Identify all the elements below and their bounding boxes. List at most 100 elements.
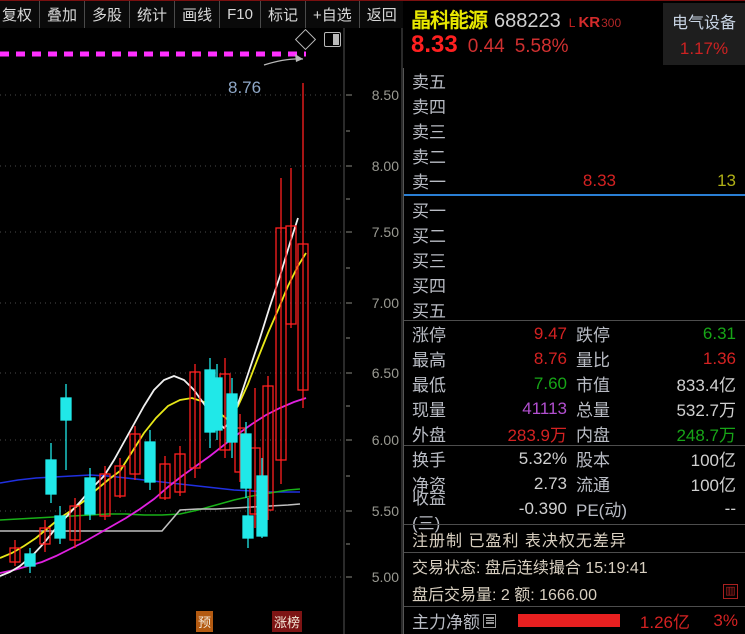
panel-toggle-icon[interactable] [324,32,341,47]
buy-order-row[interactable]: 买四 [404,272,745,297]
sector-name: 电气设备 [671,15,736,32]
kline-chart-panel[interactable]: 8.50 8.00 7.50 7.00 6.50 6.00 5.50 5.00 8.76 预 … [0,28,403,634]
stat-label: 流通 [576,476,610,495]
sell-order-row[interactable]: 卖四 [404,93,745,118]
toolbar-f10[interactable]: F10 [220,1,261,28]
stat-label: 市值 [576,376,610,395]
candles-cyan [24,358,268,573]
stat-value: 532.7万 [676,401,736,420]
buy-level-label: 买三 [412,252,446,271]
price-change: 0.44 [467,36,505,57]
post-trade-text: 盘后交易量: 2 额: 1666.00 [412,586,597,604]
sell-order-row[interactable]: 卖一 8.33 13 [404,168,745,193]
sell-level-label: 卖四 [412,98,446,117]
ma-line-magenta [0,397,307,574]
stat-value: 100亿 [690,476,736,495]
buy-order-row[interactable]: 买一 [404,197,745,222]
tag-300: 300 [601,16,622,30]
stat-row: 净资 2.73 流通 100亿 [404,471,745,496]
stat-value: -0.390 [518,498,567,518]
toolbar-diejia[interactable]: 叠加 [40,1,86,28]
price-axis-label: 6.50 [371,365,399,381]
stock-code: 688223 [494,10,561,32]
badge-forecast[interactable]: 预 [196,611,214,632]
stat-row: 现量 41113 总量 532.7万 [404,396,745,421]
main-net-amount-row: 主力净额 1.26亿 3% [404,606,745,634]
sector-badge[interactable]: 电气设备 1.17% [663,3,745,65]
orderbook-divider [404,194,745,196]
stats-table-upper: 涨停 9.47 跌停 6.31 最高 8.76 量比 1.36 最低 7.60 市值 833.4亿 现量… [404,320,745,446]
chart-bars-icon[interactable]: ▥ [723,584,738,599]
high-arrow-head [295,54,303,62]
buy-orders: 买一买二买三买四 买五 [404,197,745,322]
stat-value: 833.4亿 [676,376,736,395]
price-axis-label: 7.00 [371,295,399,311]
stat-value: 7.60 [533,373,567,393]
toolbar-biaoji[interactable]: 标记 [261,1,306,28]
buy-level-label: 买二 [412,227,446,246]
main-net-bar [518,614,620,627]
diamond-icon[interactable] [294,28,317,51]
sell-order-row[interactable]: 卖三 [404,118,745,143]
stock-notes: 注册制 已盈利 表决权无差异 [404,524,745,552]
candlesticks [9,83,309,573]
list-icon[interactable] [483,613,496,628]
quote-identity: 晶科能源 688223 L KR 300 [411,4,621,33]
chart-icon-group [294,28,341,51]
stat-row: 最低 7.60 市值 833.4亿 [404,371,745,396]
stat-row: 外盘 283.9万 内盘 248.7万 [404,421,745,446]
stats-table-lower: 换手 5.32% 股本 100亿 净资 2.73 流通 100亿 收益(三) -0.390 PE(动… [404,445,745,533]
stat-label: PE(动) [576,501,627,520]
toolbar-fuquan[interactable]: 复权 [0,1,41,28]
sector-change-pct: 1.17% [679,39,729,58]
stat-value: 6.31 [702,323,736,343]
sell-order-row[interactable]: 卖二 [404,143,745,168]
ma-line-yellow [0,252,307,559]
tag-l: L [568,16,576,30]
main-net-pct: 3% [713,610,738,630]
stat-value: -- [724,498,736,518]
toolbar-tongji[interactable]: 统计 [130,1,176,28]
buy-order-row[interactable]: 买三 [404,247,745,272]
stat-value: 248.7万 [676,426,736,445]
buy-order-row[interactable]: 买五 [404,297,745,322]
buy-order-row[interactable]: 买二 [404,222,745,247]
stock-name: 晶科能源 [411,10,488,32]
buy-level-label: 买四 [412,277,446,296]
quote-header: 晶科能源 688223 L KR 300 8.33 0.44 5.58% 电气设… [403,0,745,68]
toolbar-add-watchlist[interactable]: +自选 [306,1,360,28]
order-book: 卖五卖四卖三卖二 卖一 8.33 13 买一买二买三买四 买五 [404,68,745,322]
sell-qty: 13 [717,170,736,190]
price-axis-label: 7.50 [371,224,399,240]
sell-order-row[interactable]: 卖五 [404,68,745,93]
stat-label: 现量 [412,401,446,420]
sell-orders: 卖五卖四卖三卖二 卖一 8.33 13 [404,68,745,193]
quote-price-row: 8.33 0.44 5.58% [411,31,569,59]
stat-label: 净资 [412,476,446,495]
toolbar-duogu[interactable]: 多股 [85,1,131,28]
stat-value: 283.9万 [507,426,567,445]
sell-level-label: 卖二 [412,148,446,167]
stat-label: 外盘 [412,426,446,445]
stat-row: 涨停 9.47 跌停 6.31 [404,321,745,346]
toolbar-huaxian[interactable]: 画线 [175,1,221,28]
stat-label: 量比 [576,351,610,370]
badge-gainers-list[interactable]: 涨榜 [272,611,303,632]
stat-label: 最高 [412,351,446,370]
stat-label: 总量 [576,401,610,420]
sell-level-label: 卖五 [412,73,446,92]
main-net-value: 1.26亿 [639,613,690,632]
price-axis-label: 6.00 [371,432,399,448]
stat-label: 跌停 [576,326,610,345]
sell-level-label: 卖三 [412,123,446,142]
current-price: 8.33 [411,31,458,58]
high-price-label: 8.76 [228,78,262,97]
price-axis: 8.50 8.00 7.50 7.00 6.50 6.00 5.50 5.00 [360,28,403,634]
sell-level-label: 卖一 [412,173,446,192]
toolbar-back[interactable]: 返回 [360,1,405,28]
stat-label: 涨停 [412,326,446,345]
price-axis-label: 5.00 [371,569,399,585]
trade-state: 交易状态: 盘后连续撮合 15:19:41 [404,552,745,579]
stat-value: 2.73 [533,473,567,493]
